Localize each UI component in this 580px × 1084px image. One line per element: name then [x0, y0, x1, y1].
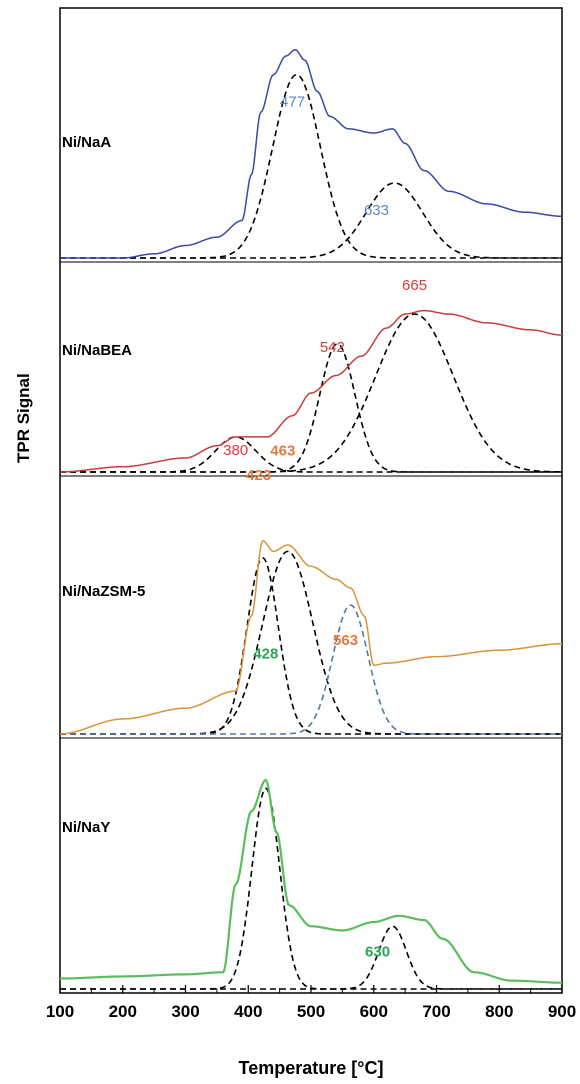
tpr-curve: [60, 49, 562, 259]
deconvoluted-peak: [60, 550, 562, 735]
peak-label: 380: [223, 442, 248, 459]
peak-label: 630: [365, 943, 390, 960]
x-axis-label: Temperature [°C]: [239, 1058, 384, 1078]
peak-label: 563: [333, 632, 358, 649]
peak-label: 423: [246, 467, 271, 484]
x-tick-label: 400: [234, 1002, 262, 1021]
deconvoluted-peak: [60, 74, 562, 259]
panel-label: Ni/NaBEA: [62, 342, 132, 359]
peak-label: 633: [364, 202, 389, 219]
x-tick-label: 700: [422, 1002, 450, 1021]
x-tick-label: 900: [548, 1002, 576, 1021]
panel-label: Ni/NaY: [62, 819, 110, 836]
x-tick-label: 600: [360, 1002, 388, 1021]
peak-label: 428: [253, 645, 278, 662]
tpr-curve: [60, 539, 562, 735]
tpr-curve: [60, 778, 562, 984]
panel-label: Ni/NaA: [62, 134, 111, 151]
x-tick-label: 300: [171, 1002, 199, 1021]
deconvoluted-peak: [60, 787, 562, 990]
x-tick-label: 500: [297, 1002, 325, 1021]
peak-label: 665: [402, 277, 427, 294]
tpr-curve: [60, 309, 562, 473]
x-tick-label: 800: [485, 1002, 513, 1021]
panel-label: Ni/NaZSM-5: [62, 583, 145, 600]
deconvoluted-peak: [60, 925, 562, 990]
deconvoluted-peak: [60, 313, 562, 473]
peak-label: 463: [270, 442, 295, 459]
deconvoluted-peak: [60, 182, 562, 259]
peak-label: 542: [320, 339, 345, 356]
x-tick-label: 200: [109, 1002, 137, 1021]
deconvoluted-peak: [60, 604, 562, 735]
x-tick-label: 100: [46, 1002, 74, 1021]
peak-label: 477: [280, 94, 305, 111]
deconvoluted-peak: [60, 343, 562, 473]
plot-frame: [59, 7, 563, 994]
